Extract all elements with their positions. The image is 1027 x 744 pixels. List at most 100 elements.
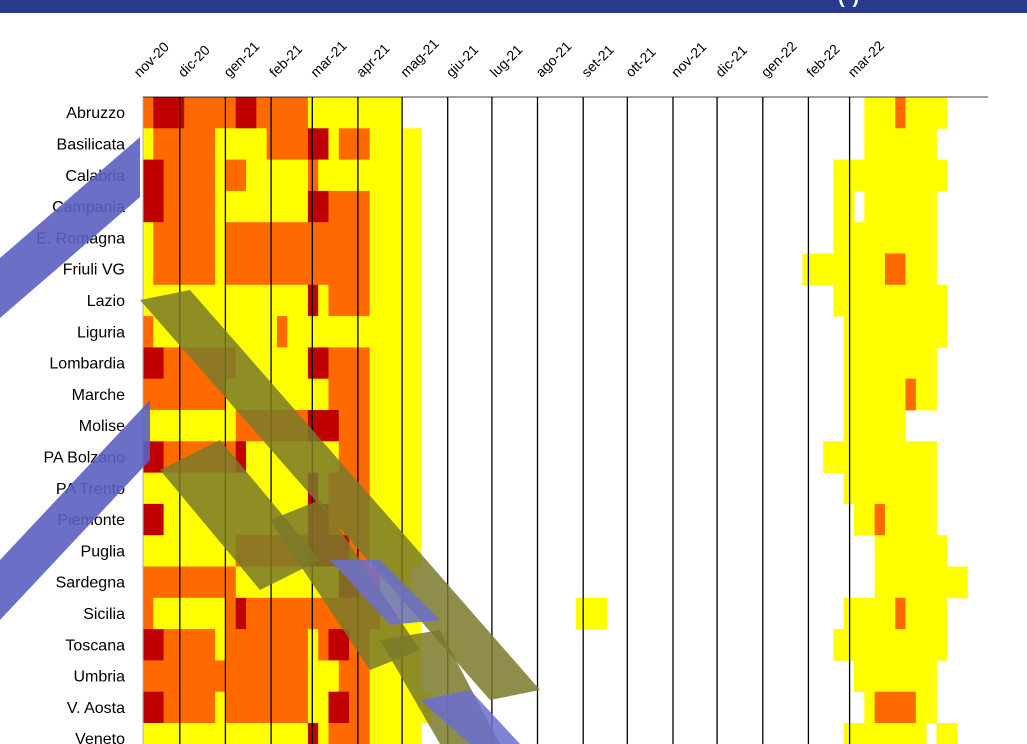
heatmap-cell-lombardia-w16 bbox=[307, 347, 329, 380]
region-label-umbria: Umbria bbox=[73, 669, 125, 686]
heatmap-cell-calabria-w7 bbox=[215, 159, 226, 192]
heatmap-cell-sardegna-w71 bbox=[874, 566, 968, 599]
heatmap-cell-calabria-w8 bbox=[225, 159, 247, 192]
heatmap-cell-campania-w16 bbox=[307, 190, 329, 223]
heatmap-cell-veneto-w77 bbox=[936, 723, 958, 744]
heatmap-cell-basilicata-w0 bbox=[143, 128, 154, 160]
region-label-pa-trento: PA Trento bbox=[56, 481, 125, 498]
chart-title: (*) bbox=[838, 0, 859, 9]
heatmap-cell-sicilia-w8 bbox=[225, 597, 237, 630]
heatmap-cell-liguria-w13 bbox=[276, 316, 288, 348]
x-tick-label-set-21: set-21 bbox=[578, 41, 617, 80]
heatmap-cell-molise-w19 bbox=[338, 410, 371, 442]
region-label-campania: Campania bbox=[52, 199, 125, 216]
region-label-piemonte: Piemonte bbox=[57, 512, 125, 529]
x-tick-label-gen-22: gen-22 bbox=[758, 38, 800, 80]
heatmap-cell-pa-trento-w18 bbox=[328, 472, 371, 505]
heatmap-cell-friuli-vg-w7 bbox=[215, 253, 226, 286]
heatmap-cell-sardegna-w9 bbox=[235, 566, 340, 599]
heatmap-cell-e-romagna-w1 bbox=[153, 222, 216, 254]
heatmap-cell-v-aosta-w18 bbox=[328, 691, 350, 724]
title-bar: (*) bbox=[0, 0, 1027, 13]
heatmap-cell-abruzzo-w9 bbox=[235, 97, 257, 129]
x-tick-label-ott-21: ott-21 bbox=[622, 43, 659, 80]
heatmap-cell-marche-w8 bbox=[225, 378, 329, 411]
heatmap-cell-basilicata-w19 bbox=[338, 128, 371, 160]
x-tick-labels: nov-20 dic-20 gen-21 feb-21 mar-21 apr-21 mag-… bbox=[130, 35, 887, 80]
heatmap-cell-v-aosta-w22 bbox=[369, 691, 432, 724]
heatmap-cell-sicilia-w1 bbox=[153, 597, 226, 630]
heatmap-cell-sicilia-w0 bbox=[143, 597, 154, 630]
x-tick-label-mag-21: mag-21 bbox=[397, 35, 442, 80]
heatmap-cell-veneto-w68 bbox=[843, 723, 927, 744]
region-label-sicilia: Sicilia bbox=[83, 606, 125, 623]
heatmap-cell-liguria-w0 bbox=[143, 316, 154, 348]
heatmap-cell-campania-w2 bbox=[163, 190, 216, 223]
heatmap-cell-v-aosta-w8 bbox=[225, 691, 309, 724]
region-label-basilicata: Basilicata bbox=[57, 137, 126, 154]
heatmap-cell-marche-w74 bbox=[905, 378, 917, 411]
heatmap-cell-sardegna-w0 bbox=[143, 566, 237, 599]
heatmap-cell-umbria-w69 bbox=[854, 660, 937, 693]
heatmap-cell-friuli-vg-w8 bbox=[225, 253, 371, 286]
heatmap-cell-basilicata-w16 bbox=[307, 128, 329, 160]
heatmap-cell-marche-w0 bbox=[143, 378, 226, 411]
heatmap-cell-sicilia-w42 bbox=[575, 597, 608, 630]
heatmap-cell-e-romagna-w0 bbox=[143, 222, 154, 254]
heatmap-cell-lazio-w67 bbox=[833, 284, 948, 317]
region-label-marche: Marche bbox=[72, 387, 125, 404]
heatmap-cell-toscana-w18 bbox=[328, 629, 350, 661]
heatmap-cell-campania-w0 bbox=[143, 190, 165, 223]
heatmap-cell-friuli-vg-w0 bbox=[143, 253, 154, 286]
heatmap-cell-basilicata-w70 bbox=[864, 128, 937, 160]
heatmap-cell-pa-bolzano-w22 bbox=[369, 441, 422, 473]
heatmap-cell-molise-w68 bbox=[843, 410, 906, 442]
heatmap-cell-pa-trento-w16 bbox=[307, 472, 319, 505]
heatmap-cell-piemonte-w16 bbox=[307, 503, 329, 536]
heatmap-cell-toscana-w22 bbox=[369, 629, 422, 661]
heatmap-cell-puglia-w20 bbox=[349, 535, 371, 567]
heatmap-cell-abruzzo-w11 bbox=[256, 97, 309, 129]
heatmap-cell-friuli-vg-w22 bbox=[369, 253, 422, 286]
heatmap-cell-v-aosta-w71 bbox=[874, 691, 917, 724]
heatmap-cell-abruzzo-w70 bbox=[864, 97, 896, 129]
heatmap-cell-liguria-w68 bbox=[843, 316, 948, 348]
heatmap-cell-puglia-w9 bbox=[235, 535, 309, 567]
heatmap-cell-toscana-w67 bbox=[833, 629, 948, 661]
heatmap-cell-toscana-w17 bbox=[318, 629, 329, 661]
heatmap-cell-piemonte-w18 bbox=[328, 503, 371, 536]
heatmap-cell-campania-w7 bbox=[215, 190, 309, 223]
heatmap-cell-lombardia-w9 bbox=[235, 347, 309, 380]
heatmap-cell-piemonte-w72 bbox=[884, 503, 937, 536]
heatmap-cell-veneto-w16 bbox=[307, 723, 319, 744]
x-tick-label-dic-21: dic-21 bbox=[712, 42, 750, 80]
heatmap-cell-marche-w18 bbox=[328, 378, 371, 411]
x-tick-label-mar-22: mar-22 bbox=[844, 37, 887, 80]
x-tick-label-apr-21: apr-21 bbox=[353, 40, 393, 80]
heatmap-cell-v-aosta-w2 bbox=[163, 691, 216, 724]
heatmap-cell-e-romagna-w22 bbox=[369, 222, 422, 254]
heatmap-cell-piemonte-w71 bbox=[874, 503, 886, 536]
heatmap-cell-toscana-w7 bbox=[215, 629, 226, 661]
heatmap-cell-marche-w68 bbox=[843, 378, 906, 411]
heatmap-cell-umbria-w19 bbox=[338, 660, 371, 693]
heatmap-cell-campania-w70 bbox=[864, 190, 937, 223]
heatmap-cell-sicilia-w23 bbox=[380, 597, 422, 630]
heatmap-cell-calabria-w17 bbox=[318, 159, 422, 192]
heatmap-cell-calabria-w16 bbox=[307, 159, 319, 192]
heatmap-cell-friuli-vg-w72 bbox=[884, 253, 906, 286]
heatmap-cell-friuli-vg-w64 bbox=[802, 253, 886, 286]
heatmap-cell-e-romagna-w8 bbox=[225, 222, 371, 254]
heatmap-cell-piemonte-w0 bbox=[143, 503, 165, 536]
x-tick-label-mar-21: mar-21 bbox=[307, 37, 350, 80]
heatmap-cell-lazio-w17 bbox=[318, 284, 329, 317]
heatmap-cell-puglia-w71 bbox=[874, 535, 948, 567]
heatmap-cell-e-romagna-w67 bbox=[833, 222, 937, 254]
heatmap-cell-pa-bolzano-w10 bbox=[246, 441, 340, 473]
heatmap-cell-pa-bolzano-w0 bbox=[143, 441, 165, 473]
heatmap-cell-abruzzo-w16 bbox=[307, 97, 402, 129]
heatmap-cell-campania-w18 bbox=[328, 190, 371, 223]
x-tick-label-nov-21: nov-21 bbox=[668, 38, 710, 80]
region-label-e-romagna: E. Romagna bbox=[36, 230, 125, 247]
heatmap-cell-piemonte-w22 bbox=[369, 503, 422, 536]
